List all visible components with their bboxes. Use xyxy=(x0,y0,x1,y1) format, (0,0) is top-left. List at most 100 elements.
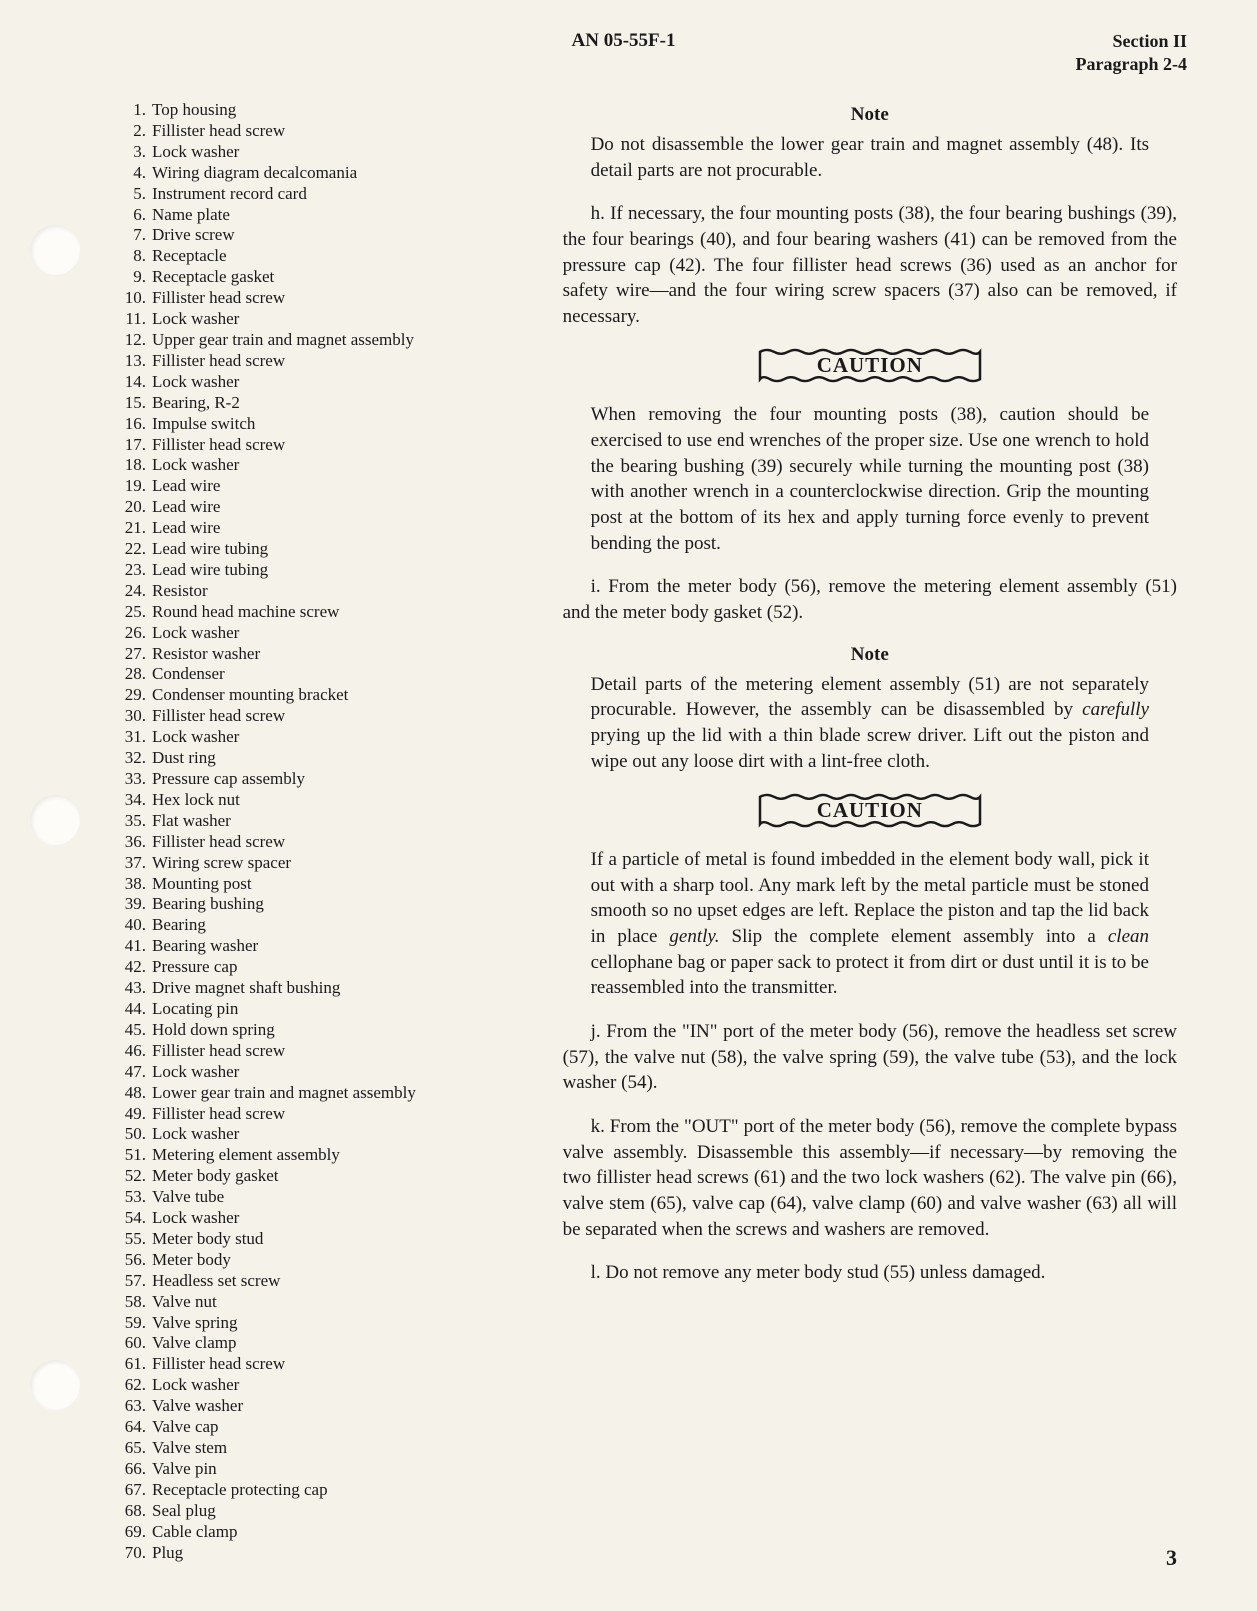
part-number: 57. xyxy=(120,1271,146,1292)
parts-list-item: 34. Hex lock nut xyxy=(120,790,533,811)
part-number: 63. xyxy=(120,1396,146,1417)
part-label: Lock washer xyxy=(152,372,239,393)
parts-list-item: 58.Valve nut xyxy=(120,1292,533,1313)
parts-list-item: 68.Seal plug xyxy=(120,1501,533,1522)
part-number: 19. xyxy=(120,476,146,497)
part-label: Receptacle xyxy=(152,246,227,267)
parts-list-item: 66.Valve pin xyxy=(120,1459,533,1480)
part-number: 4. xyxy=(120,163,146,184)
caution-text: When removing the four mounting posts (3… xyxy=(591,402,1149,556)
part-label: Hex lock nut xyxy=(152,790,240,811)
parts-list-item: 3.Lock washer xyxy=(120,142,533,163)
part-number: 6. xyxy=(120,205,146,226)
part-number: 33. xyxy=(120,769,146,790)
part-number: 30. xyxy=(120,706,146,727)
parts-list-item: 35.Flat washer xyxy=(120,811,533,832)
parts-list-item: 13.Fillister head screw xyxy=(120,351,533,372)
parts-list-item: 1.Top housing xyxy=(120,100,533,121)
parts-list-item: 26.Lock washer xyxy=(120,623,533,644)
parts-list-item: 2.Fillister head screw xyxy=(120,121,533,142)
part-number: 10. xyxy=(120,288,146,309)
part-number: 16. xyxy=(120,414,146,435)
parts-list-item: 15.Bearing, R-2 xyxy=(120,393,533,414)
section-ref: Section II Paragraph 2-4 xyxy=(1076,30,1188,77)
parts-list-item: 41.Bearing washer xyxy=(120,936,533,957)
part-number: 56. xyxy=(120,1250,146,1271)
part-label: Bearing bushing xyxy=(152,894,264,915)
part-label: Fillister head screw xyxy=(152,706,285,727)
parts-list-item: 32.Dust ring xyxy=(120,748,533,769)
part-label: Lock washer xyxy=(152,309,239,330)
part-number: 42. xyxy=(120,957,146,978)
part-label: Fillister head screw xyxy=(152,832,285,853)
part-number: 21. xyxy=(120,518,146,539)
part-number: 52. xyxy=(120,1166,146,1187)
part-number: 25. xyxy=(120,602,146,623)
part-label: Valve washer xyxy=(152,1396,243,1417)
part-number: 60. xyxy=(120,1333,146,1354)
parts-list-item: 52.Meter body gasket xyxy=(120,1166,533,1187)
doc-number: AN 05-55F-1 xyxy=(572,30,676,52)
caution-label: CAUTION xyxy=(817,798,923,822)
parts-list-item: 59.Valve spring xyxy=(120,1313,533,1334)
part-number: 51. xyxy=(120,1145,146,1166)
parts-list: 1.Top housing2.Fillister head screw3.Loc… xyxy=(120,100,533,1563)
part-label: Lower gear train and magnet assembly xyxy=(152,1083,416,1104)
binder-hole xyxy=(30,795,80,845)
parts-list-item: 19.Lead wire xyxy=(120,476,533,497)
part-label: Fillister head screw xyxy=(152,435,285,456)
parts-list-item: 17.Fillister head screw xyxy=(120,435,533,456)
part-number: 50. xyxy=(120,1124,146,1145)
caution-box: CAUTION xyxy=(755,347,985,384)
part-number: 64. xyxy=(120,1417,146,1438)
parts-list-item: 37.Wiring screw spacer xyxy=(120,853,533,874)
parts-list-item: 7.Drive screw xyxy=(120,225,533,246)
part-label: Lead wire tubing xyxy=(152,560,268,581)
part-label: Headless set screw xyxy=(152,1271,280,1292)
page-number: 3 xyxy=(1166,1545,1177,1571)
part-label: Wiring screw spacer xyxy=(152,853,291,874)
parts-list-item: 8.Receptacle xyxy=(120,246,533,267)
part-label: Lead wire xyxy=(152,518,220,539)
part-label: Valve stem xyxy=(152,1438,227,1459)
parts-list-item: 18.Lock washer xyxy=(120,455,533,476)
parts-list-item: 54.Lock washer xyxy=(120,1208,533,1229)
part-label: Fillister head screw xyxy=(152,1104,285,1125)
part-label: Hold down spring xyxy=(152,1020,275,1041)
right-column: Note Do not disassemble the lower gear t… xyxy=(563,100,1187,1563)
part-label: Lock washer xyxy=(152,455,239,476)
part-label: Drive screw xyxy=(152,225,235,246)
part-number: 24. xyxy=(120,581,146,602)
part-label: Lock washer xyxy=(152,1124,239,1145)
parts-list-item: 16. Impulse switch xyxy=(120,414,533,435)
parts-list-item: 29.Condenser mounting bracket xyxy=(120,685,533,706)
parts-list-item: 42.Pressure cap xyxy=(120,957,533,978)
part-label: Fillister head screw xyxy=(152,1041,285,1062)
part-number: 70. xyxy=(120,1543,146,1564)
parts-list-item: 21. Lead wire xyxy=(120,518,533,539)
part-label: Condenser xyxy=(152,664,225,685)
part-label: Flat washer xyxy=(152,811,231,832)
paragraph-j: j. From the "IN" port of the meter body … xyxy=(563,1019,1177,1096)
paragraph-label: Paragraph 2-4 xyxy=(1076,53,1188,76)
parts-list-item: 4.Wiring diagram decalcomania xyxy=(120,163,533,184)
part-label: Valve cap xyxy=(152,1417,219,1438)
parts-list-item: 56.Meter body xyxy=(120,1250,533,1271)
part-label: Lock washer xyxy=(152,1062,239,1083)
part-label: Top housing xyxy=(152,100,236,121)
parts-list-item: 28.Condenser xyxy=(120,664,533,685)
part-number: 34. xyxy=(120,790,146,811)
caution-label: CAUTION xyxy=(817,353,923,377)
note-text: Detail parts of the metering element ass… xyxy=(591,672,1149,775)
part-number: 39. xyxy=(120,894,146,915)
part-label: Dust ring xyxy=(152,748,216,769)
part-number: 31. xyxy=(120,727,146,748)
part-label: Lock washer xyxy=(152,1375,239,1396)
part-number: 45. xyxy=(120,1020,146,1041)
parts-list-item: 20.Lead wire xyxy=(120,497,533,518)
part-number: 46. xyxy=(120,1041,146,1062)
part-label: Impulse switch xyxy=(152,414,255,435)
parts-list-item: 45. Hold down spring xyxy=(120,1020,533,1041)
part-number: 66. xyxy=(120,1459,146,1480)
part-label: Lock washer xyxy=(152,727,239,748)
